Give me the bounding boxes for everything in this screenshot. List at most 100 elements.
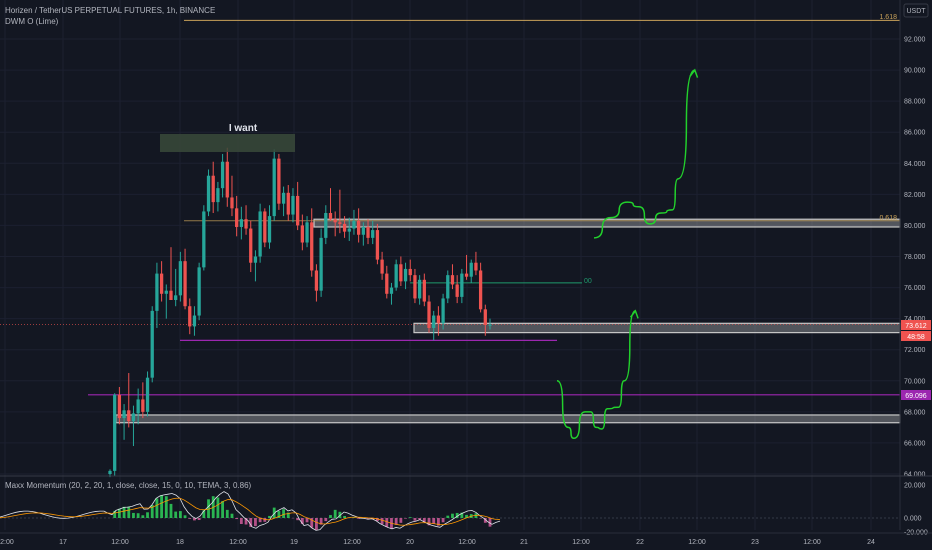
- candle-body: [432, 315, 436, 328]
- time-axis: 12:00 17 12:00 18 12:00 19 12:00 20 12:00 21 12:00…: [0, 539, 875, 546]
- dwm-o-label: 00: [584, 278, 592, 285]
- candle-body: [403, 268, 408, 282]
- price-tick-label: 86.000: [904, 130, 926, 137]
- purple-level-badge: 69.096: [901, 390, 931, 400]
- candle-body: [338, 222, 342, 224]
- candle-body: [324, 213, 328, 238]
- candle-body: [361, 226, 365, 235]
- candle-body: [371, 230, 375, 238]
- time-tick-label: 24: [867, 539, 875, 546]
- candle-body: [333, 219, 337, 223]
- time-tick-label: 22: [636, 539, 644, 546]
- candle-body: [183, 261, 187, 307]
- candle-body: [159, 273, 164, 294]
- candle-body: [281, 192, 286, 204]
- last-price-badge: 73.612 48:58: [901, 320, 931, 341]
- time-tick-label: 20: [406, 539, 414, 546]
- price-tick-label: 92.000: [904, 37, 926, 44]
- candle-body: [314, 270, 319, 291]
- candle-body: [417, 279, 422, 299]
- candle-body: [235, 208, 239, 227]
- candle-body: [113, 394, 117, 471]
- time-tick-label: 23: [751, 539, 759, 546]
- candle-body: [366, 226, 370, 238]
- candle-body: [108, 470, 112, 474]
- candle-body: [408, 268, 412, 276]
- candle-body: [178, 261, 183, 296]
- candle-body: [300, 225, 304, 243]
- time-tick-label: 12:00: [803, 539, 821, 546]
- candle-body: [174, 295, 178, 300]
- candle-body: [202, 211, 206, 268]
- candle-body: [478, 270, 483, 310]
- candle-body: [197, 267, 201, 316]
- momentum-line: [0, 491, 501, 531]
- momentum-tick-label: 20.000: [904, 483, 926, 490]
- time-tick-label: 12:00: [688, 539, 706, 546]
- fib-0618-label: 0.618: [879, 215, 897, 222]
- price-tick-label: 90.000: [904, 68, 926, 75]
- time-tick-label: 18: [176, 539, 184, 546]
- price-tick-label: 64.000: [904, 472, 926, 479]
- upper-arrow: [593, 69, 696, 239]
- projection-arrows: [556, 68, 699, 440]
- candle-body: [141, 399, 145, 412]
- price-tick-label: 82.000: [904, 192, 926, 199]
- candle-body: [394, 264, 398, 288]
- candle-body: [375, 230, 380, 260]
- candle-body: [291, 195, 295, 215]
- candle-body: [169, 290, 173, 300]
- last-price-text: 73.612: [905, 323, 927, 330]
- signal-line: [0, 497, 501, 526]
- time-tick-label: 19: [290, 539, 298, 546]
- candle-body: [357, 220, 361, 235]
- upper-arrow-head: [689, 68, 699, 78]
- candle-body: [427, 301, 431, 328]
- candle-body: [117, 394, 122, 419]
- candle-body: [225, 161, 229, 198]
- candle-body: [352, 220, 356, 229]
- candle-body: [230, 197, 234, 209]
- candle-body: [385, 273, 389, 294]
- candle-body: [286, 192, 290, 215]
- fib-1618-label: 1.618: [879, 14, 897, 21]
- time-tick-label: 12:00: [572, 539, 590, 546]
- note-box: [160, 134, 295, 152]
- candle-body: [380, 259, 384, 274]
- fib-1618-badge: 1.618: [879, 14, 897, 21]
- candle-body: [469, 262, 473, 277]
- price-axis: 92.000 90.000 88.000 86.000 84.000 82.000 80.0…: [904, 37, 926, 479]
- currency-box[interactable]: [903, 3, 929, 18]
- candle-body: [441, 298, 445, 324]
- candle-body: [211, 175, 215, 203]
- candle-body: [220, 161, 225, 189]
- candle-body: [150, 310, 154, 378]
- momentum-tick-label: 0.000: [904, 516, 922, 523]
- candle-body: [192, 315, 197, 327]
- candle-body: [249, 228, 253, 263]
- candle-body: [258, 211, 262, 257]
- countdown-text: 48:58: [907, 334, 925, 341]
- time-tick-label: 12:00: [343, 539, 361, 546]
- price-tick-label: 88.000: [904, 99, 926, 106]
- candle-body: [164, 290, 168, 294]
- currency-label: USDT: [906, 8, 926, 15]
- countdown-bg: [901, 331, 931, 341]
- momentum-title: Maxx Momentum (20, 2, 20, 1, close, clos…: [5, 481, 252, 490]
- candle-body: [347, 228, 351, 232]
- note-text: I want: [229, 123, 258, 134]
- candle-body: [122, 410, 126, 419]
- price-tick-label: 78.000: [904, 254, 926, 261]
- candle-body: [483, 309, 487, 325]
- price-tick-label: 68.000: [904, 409, 926, 416]
- time-tick-label: 12:00: [458, 539, 476, 546]
- candle-body: [131, 413, 136, 422]
- fib-0618-badge: 0.618: [879, 215, 897, 222]
- candle-body: [188, 306, 192, 327]
- candles: [108, 147, 492, 478]
- sr-zone: [115, 414, 901, 424]
- candle-body: [263, 211, 267, 243]
- time-tick-label: 12:00: [0, 539, 14, 546]
